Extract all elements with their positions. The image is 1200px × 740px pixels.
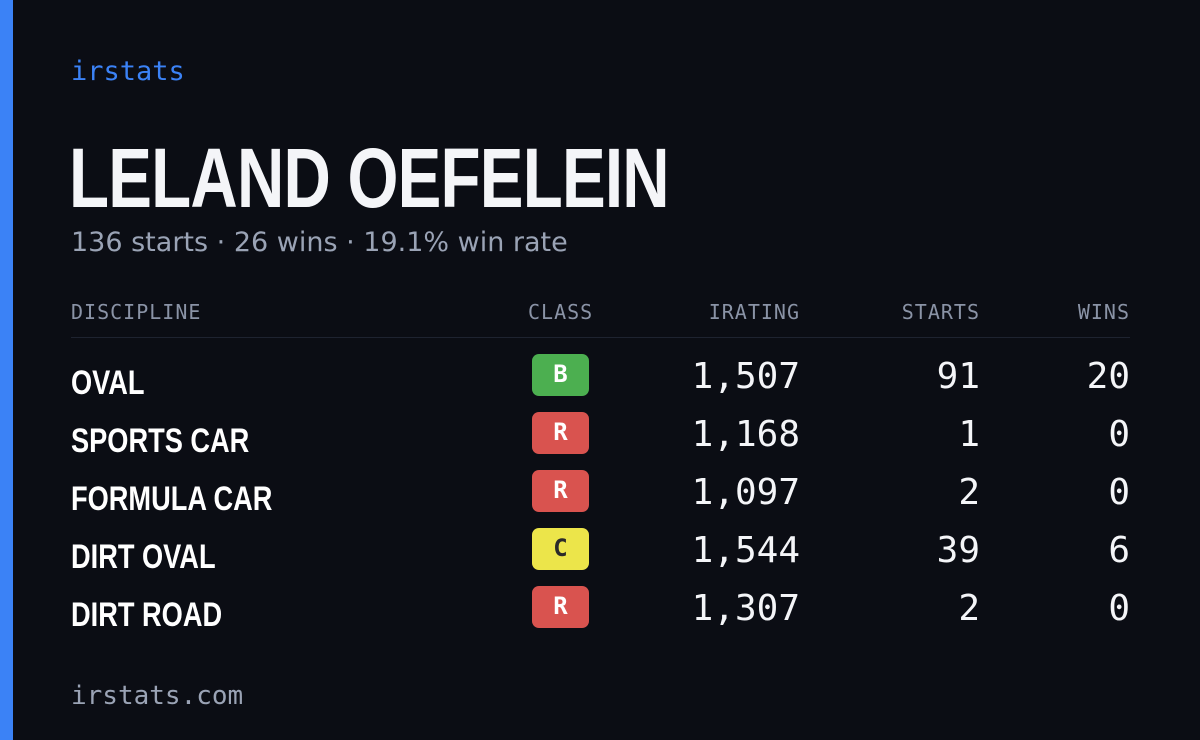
wins-value: 20 <box>1086 356 1130 397</box>
driver-name: LELAND OEFELEIN <box>69 131 670 225</box>
accent-bar <box>0 0 13 740</box>
header-starts: STARTS <box>901 300 980 324</box>
wins-value: 0 <box>1108 588 1130 629</box>
table-row: FORMULA CAR R 1,097 2 0 <box>71 470 1130 528</box>
class-badge: C <box>532 528 589 570</box>
discipline-name: SPORTS CAR <box>71 422 250 460</box>
irating-value: 1,168 <box>691 414 800 455</box>
irating-value: 1,097 <box>691 472 800 513</box>
discipline-name: DIRT OVAL <box>71 538 216 576</box>
irating-value: 1,307 <box>691 588 800 629</box>
class-badge: B <box>532 354 589 396</box>
wins-value: 6 <box>1108 530 1130 571</box>
class-badge: R <box>532 412 589 454</box>
footer-site-url[interactable]: irstats.com <box>71 681 244 711</box>
header-class: CLASS <box>528 300 594 324</box>
table-row: OVAL B 1,507 91 20 <box>71 354 1130 412</box>
starts-value: 2 <box>958 472 980 513</box>
table-row: DIRT ROAD R 1,307 2 0 <box>71 586 1130 644</box>
header-discipline: DISCIPLINE <box>71 300 202 324</box>
discipline-name: FORMULA CAR <box>71 480 273 518</box>
header-irating: IRATING <box>708 300 800 324</box>
header-wins: WINS <box>1077 300 1130 324</box>
starts-value: 2 <box>958 588 980 629</box>
stats-table-header: DISCIPLINE CLASS IRATING STARTS WINS <box>71 300 1130 338</box>
starts-value: 39 <box>936 530 980 571</box>
wins-value: 0 <box>1108 472 1130 513</box>
driver-summary: 136 starts · 26 wins · 19.1% win rate <box>71 227 568 258</box>
starts-value: 91 <box>936 356 980 397</box>
class-badge: R <box>532 470 589 512</box>
table-row: SPORTS CAR R 1,168 1 0 <box>71 412 1130 470</box>
starts-value: 1 <box>958 414 980 455</box>
wins-value: 0 <box>1108 414 1130 455</box>
discipline-name: DIRT ROAD <box>71 596 223 634</box>
table-row: DIRT OVAL C 1,544 39 6 <box>71 528 1130 586</box>
brand-logo-text[interactable]: irstats <box>71 56 185 87</box>
irating-value: 1,507 <box>691 356 800 397</box>
class-badge: R <box>532 586 589 628</box>
irating-value: 1,544 <box>691 530 800 571</box>
discipline-name: OVAL <box>71 364 145 402</box>
